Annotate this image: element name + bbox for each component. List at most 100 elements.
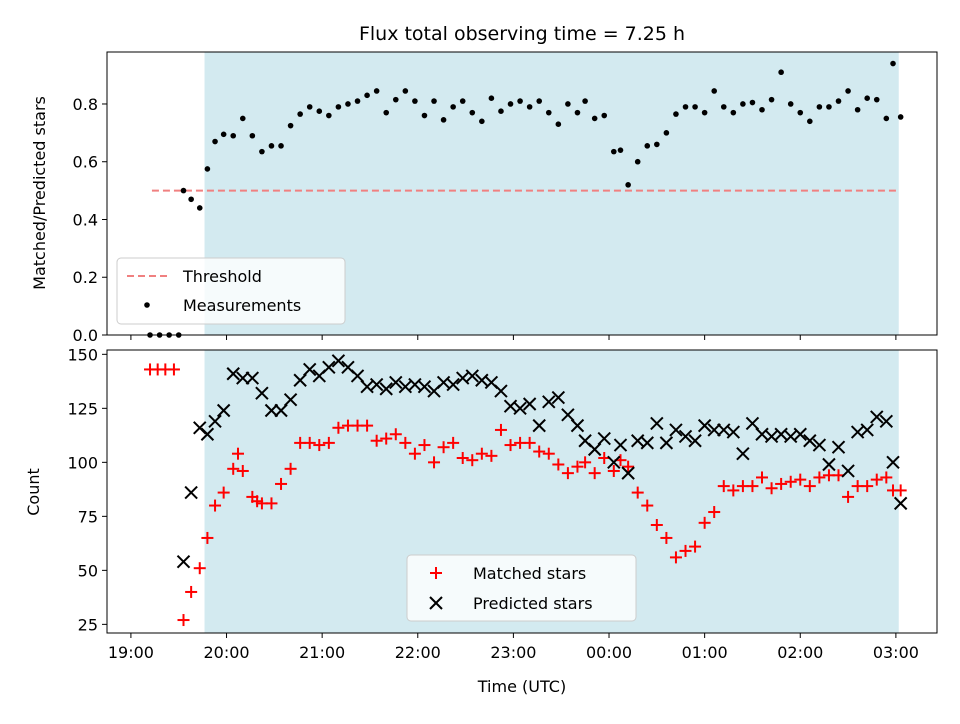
- predicted-marker-b: [650, 416, 664, 431]
- measurement-point: [412, 98, 418, 104]
- y-tick-label: 125: [67, 399, 98, 418]
- predicted-star-point: [831, 440, 846, 454]
- predicted-marker-b: [379, 382, 393, 396]
- measurement-point: [787, 101, 794, 107]
- y-tick-label: 50: [78, 561, 98, 580]
- x-tick-label: 22:00: [395, 643, 441, 662]
- matched-star-point: [533, 445, 546, 458]
- predicted-marker-b: [613, 438, 628, 452]
- legend-measurements-swatch: [144, 302, 150, 308]
- measurement-point: [450, 104, 456, 110]
- measurement-point: [373, 88, 380, 94]
- predicted-star-point: [208, 414, 222, 428]
- matched-star-point: [727, 484, 740, 497]
- matched-star-point: [185, 585, 198, 598]
- predicted-marker-b: [793, 427, 807, 441]
- predicted-marker-b: [513, 401, 527, 416]
- predicted-marker-b: [341, 360, 355, 374]
- predicted-marker-b: [303, 362, 317, 377]
- measurement-point: [768, 96, 775, 103]
- predicted-star-point: [465, 369, 479, 383]
- predicted-star-point: [893, 496, 908, 511]
- measurement-point: [306, 104, 313, 110]
- predicted-star-point: [822, 457, 836, 472]
- predicted-marker-b: [184, 485, 198, 500]
- predicted-star-point: [417, 380, 432, 394]
- measurement-point: [845, 88, 851, 94]
- predicted-marker-b: [678, 429, 693, 444]
- measurement-point: [826, 104, 832, 110]
- measurement-point: [196, 205, 203, 211]
- matched-star-point: [561, 467, 574, 480]
- predicted-marker-b: [578, 434, 592, 448]
- measurement-point: [617, 147, 624, 153]
- x-tick-label: 01:00: [682, 643, 728, 662]
- measurement-point: [188, 196, 194, 203]
- matched-star-point: [466, 454, 479, 467]
- measurement-point: [287, 122, 294, 129]
- predicted-star-point: [200, 427, 215, 441]
- predicted-star-point: [726, 425, 741, 439]
- predicted-star-point: [870, 410, 884, 424]
- matched-star-point: [641, 499, 654, 512]
- measurement-point: [507, 101, 514, 107]
- predicted-marker-b: [783, 429, 798, 444]
- matched-star-point: [542, 447, 555, 460]
- predicted-marker-b: [331, 354, 346, 368]
- matched-star-point: [332, 421, 345, 434]
- predicted-star-point: [245, 371, 260, 385]
- predicted-marker-b: [745, 416, 760, 431]
- matched-star-point: [370, 434, 383, 447]
- predicted-marker-b: [879, 414, 894, 428]
- predicted-marker-b: [274, 403, 288, 418]
- measurement-point: [259, 148, 265, 155]
- predicted-star-point: [293, 373, 307, 387]
- x-tick-label: 00:00: [586, 643, 632, 662]
- measurement-point: [440, 117, 447, 123]
- measurement-point: [316, 108, 323, 114]
- measurement-point: [354, 98, 361, 104]
- predicted-star-point: [255, 386, 269, 400]
- y-ticks-top: 0.0 0.2 0.4 0.6 0.8: [73, 95, 107, 345]
- y-tick-label: 0.8: [73, 95, 98, 114]
- predicted-star-point: [322, 360, 336, 374]
- predicted-star-point: [736, 446, 750, 461]
- legend-predicted-label: Predicted stars: [473, 594, 593, 613]
- predicted-star-point: [350, 369, 365, 383]
- predicted-marker-b: [456, 371, 470, 385]
- count-panel: 25 50 75 100 125 150 19:00 20:00 21:00 22:00 23:0…: [24, 345, 938, 696]
- measurement-point: [402, 88, 409, 94]
- predicted-marker-b: [803, 434, 817, 448]
- predicted-marker-b: [176, 555, 191, 569]
- predicted-marker-b: [812, 438, 827, 452]
- measurement-point: [180, 187, 187, 194]
- predicted-star-point: [283, 392, 298, 407]
- y-axis-label-top: Matched/Predicted stars: [30, 96, 49, 290]
- x-tick-label: 03:00: [873, 643, 919, 662]
- predicted-star-point: [793, 427, 807, 441]
- matched-star-point: [708, 506, 721, 519]
- predicted-marker-b: [860, 423, 874, 437]
- measurement-point: [555, 121, 562, 127]
- matched-star-point: [894, 484, 907, 497]
- measurement-point: [854, 106, 861, 113]
- measurement-point: [778, 69, 784, 76]
- matched-star-point: [475, 447, 488, 460]
- predicted-star-point: [659, 436, 674, 450]
- measurement-point: [883, 115, 890, 122]
- matched-star-point: [209, 499, 222, 512]
- matched-star-point: [217, 486, 230, 499]
- matched-star-point: [313, 439, 326, 452]
- predicted-star-point: [561, 408, 575, 422]
- matched-star-point: [698, 516, 711, 529]
- predicted-marker-b: [216, 403, 231, 418]
- ratio-panel: 0.00.20.40.60.8 Matched/Predicted stars …: [30, 51, 938, 345]
- matched-star-point: [408, 447, 421, 460]
- panel-frame-top: [106, 51, 938, 336]
- matched-star-point: [870, 473, 883, 486]
- y-axis-label-bottom: Count: [24, 468, 43, 516]
- panel-frame-bottom: [106, 349, 938, 634]
- predicted-star-point: [613, 438, 628, 452]
- predicted-marker-b: [726, 425, 741, 439]
